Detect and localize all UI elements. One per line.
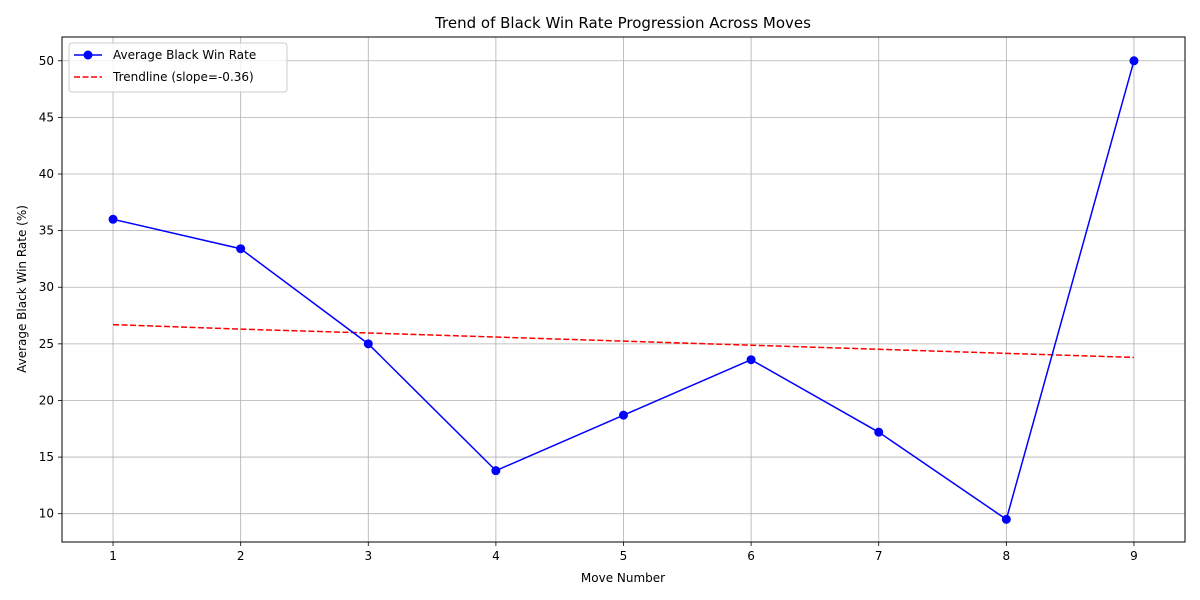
legend: Average Black Win Rate Trendline (slope=…: [68, 42, 288, 93]
x-tick-label: 4: [492, 549, 500, 563]
x-axis-title: Move Number: [581, 571, 665, 585]
x-tick-label: 6: [747, 549, 755, 563]
y-axis-ticks: 10 15 20 25 30 35 40 45 50: [39, 54, 62, 521]
legend-label-trendline: Trendline (slope=-0.36): [112, 70, 254, 84]
win-rate-point: [236, 244, 246, 254]
y-tick-label: 40: [39, 167, 54, 181]
win-rate-point: [108, 214, 118, 224]
y-tick-label: 45: [39, 110, 54, 124]
win-rate-point: [1129, 56, 1139, 66]
y-axis-title: Average Black Win Rate (%): [15, 205, 29, 373]
legend-box: [68, 42, 288, 93]
legend-label-win-rate: Average Black Win Rate: [113, 48, 256, 62]
win-rate-point: [874, 427, 884, 437]
y-tick-label: 10: [39, 507, 54, 521]
win-rate-point: [746, 355, 756, 365]
win-rate-series: [108, 56, 1139, 524]
win-rate-point: [619, 410, 628, 420]
x-tick-label: 3: [364, 549, 372, 563]
y-tick-label: 30: [39, 280, 54, 294]
win-rate-point: [1001, 514, 1011, 524]
x-tick-label: 1: [109, 549, 117, 563]
trendline-series: [113, 323, 1134, 359]
x-tick-label: 9: [1130, 549, 1138, 563]
y-tick-label: 15: [39, 450, 54, 464]
y-tick-label: 20: [39, 393, 54, 407]
win-rate-point: [491, 466, 501, 476]
x-tick-label: 7: [875, 549, 883, 563]
x-tick-label: 8: [1003, 549, 1011, 563]
legend-marker-win-rate: [83, 50, 93, 60]
trendline: [113, 323, 1134, 359]
x-axis-ticks: 1 2 3 4 5 6 7 8 9: [109, 542, 1138, 563]
x-tick-label: 5: [620, 549, 628, 563]
y-tick-label: 35: [39, 224, 54, 238]
win-rate-point: [363, 339, 373, 349]
y-tick-label: 25: [39, 337, 54, 351]
y-tick-label: 50: [39, 54, 54, 68]
chart-title: Trend of Black Win Rate Progression Acro…: [434, 14, 811, 32]
x-tick-label: 2: [237, 549, 245, 563]
